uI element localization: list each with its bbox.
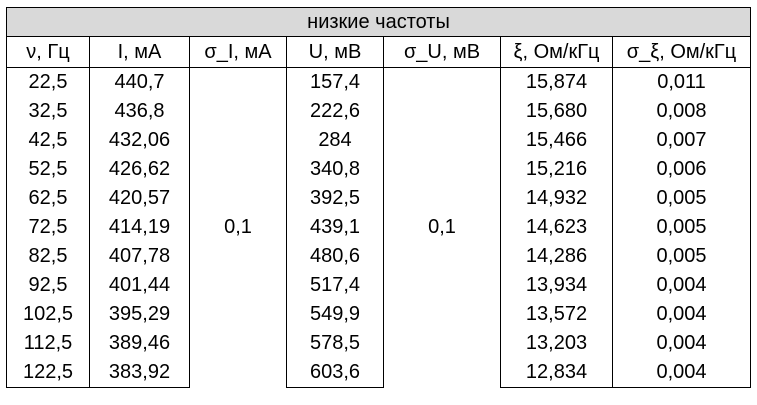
header-row: ν, Гц I, мА σ_I, мА U, мВ σ_U, мВ ξ, Ом/… (6, 36, 751, 68)
table-row: 32,5 436,8 222,6 15,680 0,008 (6, 97, 751, 126)
cell-sigma-xi: 0,005 (612, 184, 751, 213)
cell-I: 395,29 (89, 300, 190, 329)
cell-xi: 13,934 (500, 271, 613, 300)
cell-xi: 13,572 (500, 300, 613, 329)
cell-I: 389,46 (89, 329, 190, 358)
table-row: 52,5 426,62 340,8 15,216 0,006 (6, 155, 751, 184)
cell-xi: 14,932 (500, 184, 613, 213)
cell-nu: 22,5 (6, 67, 90, 97)
header-sigma-I: σ_I, мА (189, 36, 287, 68)
header-U: U, мВ (286, 36, 384, 68)
cell-sigma-xi: 0,004 (612, 358, 751, 388)
table-row: 92,5 401,44 517,4 13,934 0,004 (6, 271, 751, 300)
header-I: I, мА (89, 36, 190, 68)
cell-sigma-xi: 0,005 (612, 242, 751, 271)
cell-nu: 102,5 (6, 300, 90, 329)
cell-xi: 14,286 (500, 242, 613, 271)
cell-nu: 52,5 (6, 155, 90, 184)
cell-I: 426,62 (89, 155, 190, 184)
cell-nu: 112,5 (6, 329, 90, 358)
table-container: низкие частоты ν, Гц I, мА σ_I, мА U, мВ… (6, 7, 751, 388)
cell-sigma-xi: 0,008 (612, 97, 751, 126)
cell-xi: 15,680 (500, 97, 613, 126)
cell-U: 517,4 (286, 271, 384, 300)
header-sigma-U: σ_U, мВ (383, 36, 501, 68)
cell-sigma-xi: 0,005 (612, 213, 751, 242)
header-xi: ξ, Ом/кГц (500, 36, 613, 68)
cell-sigma-xi: 0,011 (612, 67, 751, 97)
cell-sigma-xi: 0,007 (612, 126, 751, 155)
table-row: 112,5 389,46 578,5 13,203 0,004 (6, 329, 751, 358)
table-row: 72,5 414,19 439,1 14,623 0,005 (6, 213, 751, 242)
cell-xi: 15,874 (500, 67, 613, 97)
cell-U: 603,6 (286, 358, 384, 388)
cell-nu: 32,5 (6, 97, 90, 126)
cell-xi: 12,834 (500, 358, 613, 388)
cell-I: 401,44 (89, 271, 190, 300)
table-title: низкие частоты (6, 7, 751, 37)
cell-sigma-xi: 0,004 (612, 300, 751, 329)
header-nu: ν, Гц (6, 36, 90, 68)
cell-I: 432,06 (89, 126, 190, 155)
cell-I: 420,57 (89, 184, 190, 213)
cell-nu: 82,5 (6, 242, 90, 271)
cell-nu: 72,5 (6, 213, 90, 242)
table-row: 22,5 440,7 0,1 157,4 0,1 15,874 0,011 (6, 67, 751, 388)
cell-nu: 92,5 (6, 271, 90, 300)
cell-I: 407,78 (89, 242, 190, 271)
cell-sigma-I: 0,1 (189, 67, 287, 388)
cell-U: 157,4 (286, 67, 384, 97)
cell-sigma-xi: 0,004 (612, 329, 751, 358)
table-row: 42,5 432,06 284 15,466 0,007 (6, 126, 751, 155)
cell-I: 436,8 (89, 97, 190, 126)
cell-sigma-xi: 0,006 (612, 155, 751, 184)
cell-U: 549,9 (286, 300, 384, 329)
cell-U: 392,5 (286, 184, 384, 213)
cell-I: 383,92 (89, 358, 190, 388)
cell-xi: 14,623 (500, 213, 613, 242)
cell-sigma-xi: 0,004 (612, 271, 751, 300)
header-sigma-xi: σ_ξ, Ом/кГц (612, 36, 751, 68)
cell-nu: 62,5 (6, 184, 90, 213)
cell-xi: 15,466 (500, 126, 613, 155)
cell-nu: 122,5 (6, 358, 90, 388)
table-row: 82,5 407,78 480,6 14,286 0,005 (6, 242, 751, 271)
data-table: низкие частоты ν, Гц I, мА σ_I, мА U, мВ… (6, 7, 751, 388)
cell-U: 222,6 (286, 97, 384, 126)
table-row: 102,5 395,29 549,9 13,572 0,004 (6, 300, 751, 329)
cell-sigma-U: 0,1 (383, 67, 501, 388)
table-row: 122,5 383,92 603,6 12,834 0,004 (6, 358, 751, 388)
title-row: низкие частоты (6, 7, 751, 37)
cell-nu: 42,5 (6, 126, 90, 155)
cell-I: 440,7 (89, 67, 190, 97)
cell-U: 480,6 (286, 242, 384, 271)
cell-U: 578,5 (286, 329, 384, 358)
cell-U: 439,1 (286, 213, 384, 242)
cell-xi: 15,216 (500, 155, 613, 184)
table-body: 22,5 440,7 0,1 157,4 0,1 15,874 0,011 32,5 436,8… (6, 67, 751, 388)
cell-U: 340,8 (286, 155, 384, 184)
table-row: 62,5 420,57 392,5 14,932 0,005 (6, 184, 751, 213)
cell-xi: 13,203 (500, 329, 613, 358)
cell-U: 284 (286, 126, 384, 155)
cell-I: 414,19 (89, 213, 190, 242)
